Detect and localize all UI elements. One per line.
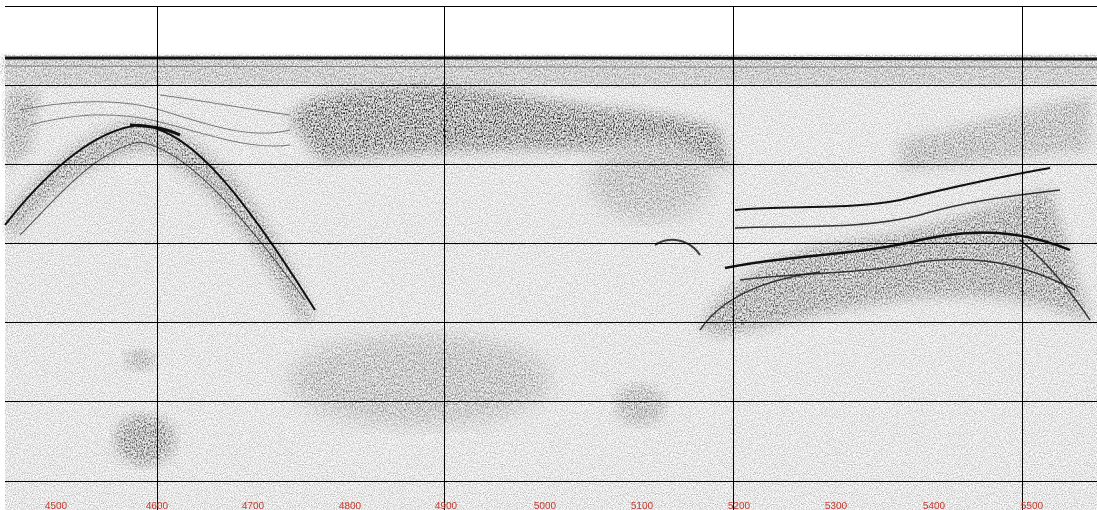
left-diffraction-reflectors: [4, 123, 316, 311]
shot-label: 4600: [146, 501, 169, 510]
shot-label: 4900: [435, 501, 458, 510]
shot-label: 4700: [242, 501, 265, 510]
shot-labels: 4500 4600 4700 4800 4900 5000 5100 5200 …: [45, 501, 1044, 510]
shot-label: 4500: [45, 501, 68, 510]
shot-label: 5500: [1021, 501, 1044, 510]
shot-label: 4800: [339, 501, 362, 510]
shot-label: 5200: [728, 501, 751, 510]
grid: [5, 6, 1097, 510]
seafloor-reflector: [4, 56, 1097, 61]
right-dipping-reflectors: [654, 167, 1091, 331]
shot-label: 5300: [825, 501, 848, 510]
shallow-sediment-layers: [19, 94, 291, 147]
shot-label: 5000: [534, 501, 557, 510]
shot-label: 5400: [923, 501, 946, 510]
shot-label: 5100: [631, 501, 654, 510]
